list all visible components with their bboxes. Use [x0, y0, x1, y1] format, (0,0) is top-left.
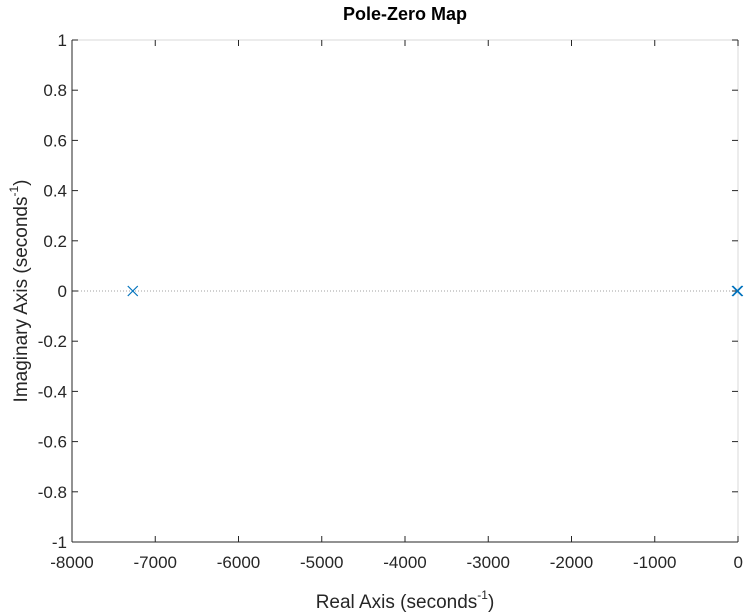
- x-tick-label: -6000: [217, 553, 260, 572]
- y-tick-label: -0.4: [38, 382, 67, 401]
- y-axis-title: Imaginary Axis (seconds-1): [7, 180, 32, 403]
- y-tick-label: -1: [52, 533, 67, 552]
- y-tick-label: -0.6: [38, 433, 67, 452]
- x-ticks: -8000 -7000 -6000 -5000 -4000 -3000 -2000 -1000…: [50, 40, 743, 572]
- y-axis-title-exponent: -1: [7, 186, 21, 197]
- x-tick-label: -5000: [300, 553, 343, 572]
- x-axis-title-exponent: -1: [477, 588, 488, 602]
- y-ticks: 1 0.8 0.6 0.4 0.2 0 -0.2 -0.4 -0.6 -0.8 -1: [38, 31, 738, 552]
- chart-title: Pole-Zero Map: [343, 4, 467, 24]
- y-axis-title-close: ): [11, 180, 32, 186]
- y-tick-label: 0.4: [43, 182, 67, 201]
- y-tick-label: 0.8: [43, 81, 67, 100]
- x-axis-title-close: ): [488, 592, 494, 613]
- y-tick-label: 0.2: [43, 232, 67, 251]
- y-tick-label: 0.6: [43, 131, 67, 150]
- y-tick-label: 0: [58, 282, 67, 301]
- x-tick-label: -1000: [633, 553, 676, 572]
- pole-marker: [732, 285, 744, 297]
- x-tick-label: -3000: [467, 553, 510, 572]
- y-tick-label: -0.2: [38, 332, 67, 351]
- x-tick-label: -4000: [383, 553, 426, 572]
- x-tick-label: -8000: [50, 553, 93, 572]
- pole-markers: [127, 285, 744, 297]
- x-tick-label: 0: [734, 553, 743, 572]
- x-tick-label: -7000: [134, 553, 177, 572]
- x-axis-title: Real Axis (seconds-1): [316, 588, 495, 613]
- y-tick-label: -0.8: [38, 483, 67, 502]
- y-tick-label: 1: [58, 31, 67, 50]
- pole-marker: [127, 285, 139, 297]
- x-tick-label: -2000: [550, 553, 593, 572]
